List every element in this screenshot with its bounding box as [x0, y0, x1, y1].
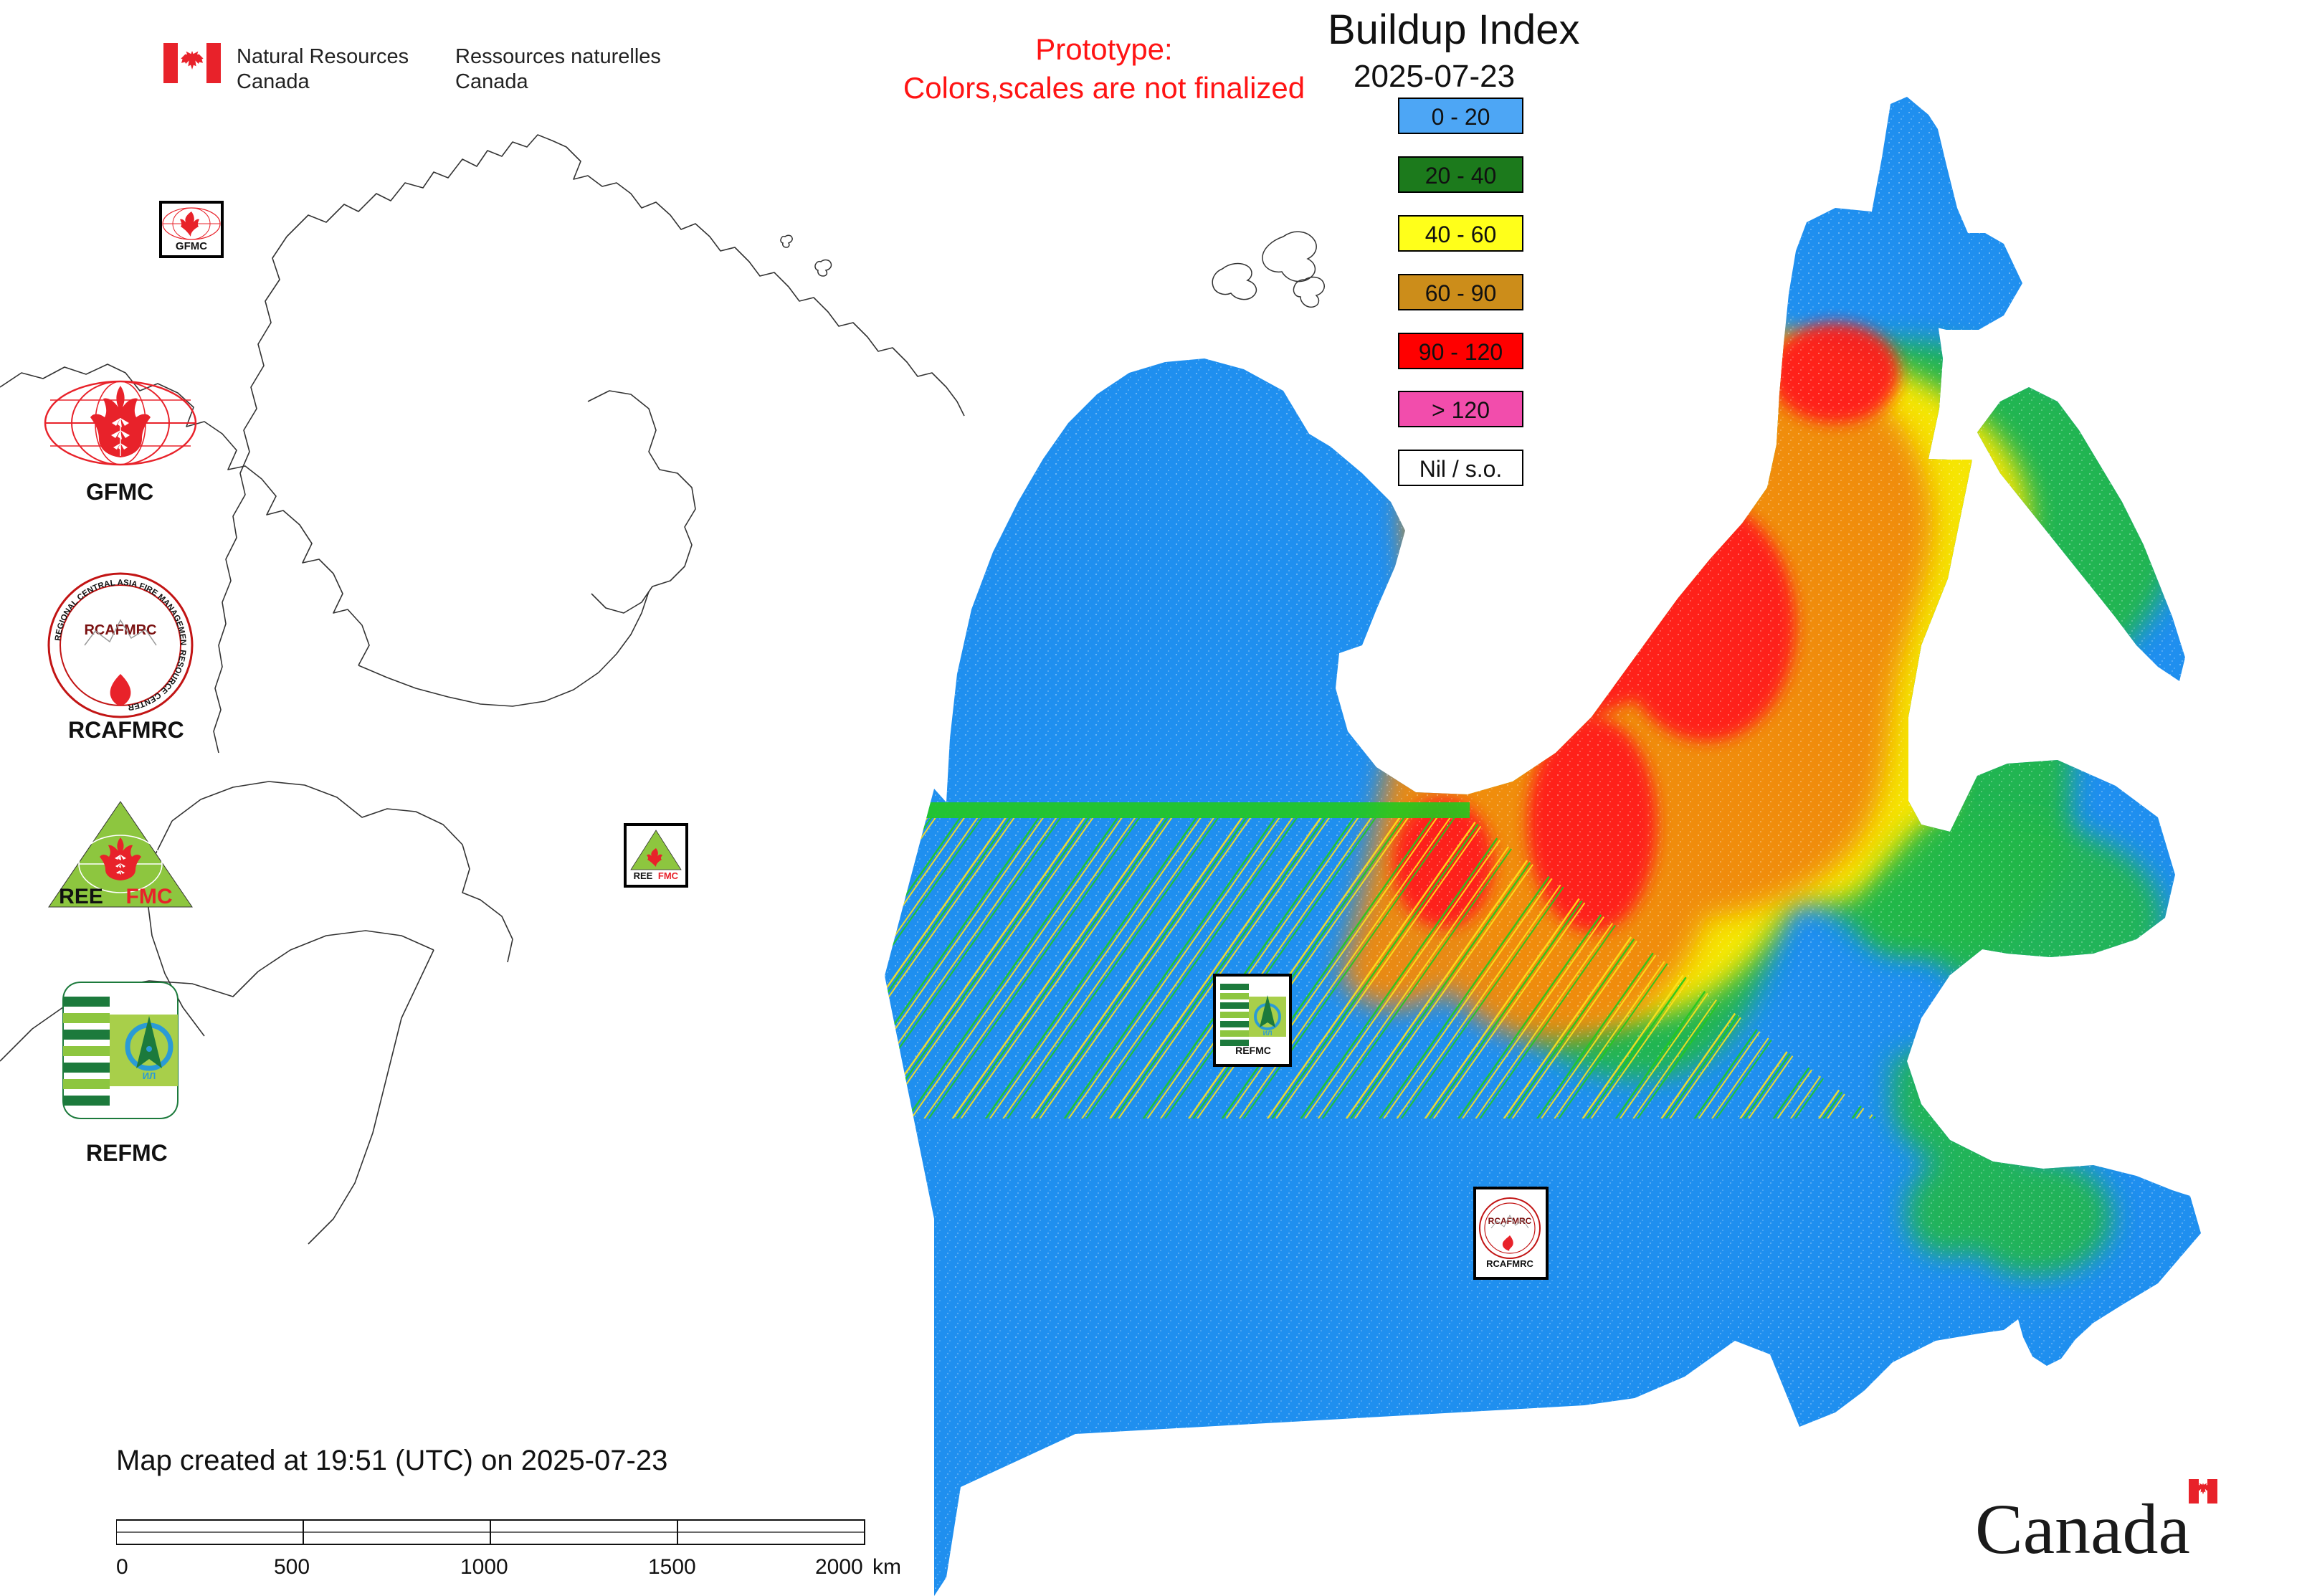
svg-text:500: 500: [274, 1555, 310, 1579]
svg-text:REE: REE: [59, 885, 103, 908]
svg-text:RCAFMRC: RCAFMRC: [1486, 1258, 1533, 1269]
svg-text:0: 0: [116, 1555, 128, 1579]
svg-text:REE: REE: [634, 870, 653, 881]
svg-text:1000: 1000: [460, 1555, 508, 1579]
svg-text:km: km: [872, 1555, 901, 1579]
svg-text:FMC: FMC: [126, 885, 173, 908]
svg-text:RCAFMRC: RCAFMRC: [1488, 1216, 1532, 1226]
svg-text:1500: 1500: [648, 1555, 696, 1579]
svg-text:FMC: FMC: [658, 870, 679, 881]
svg-text:2000: 2000: [815, 1555, 863, 1579]
svg-text:ИЛ: ИЛ: [1263, 1030, 1273, 1037]
svg-text:GFMC: GFMC: [176, 240, 207, 252]
svg-text:ИЛ: ИЛ: [143, 1070, 156, 1081]
svg-text:REFMC: REFMC: [1235, 1045, 1271, 1056]
